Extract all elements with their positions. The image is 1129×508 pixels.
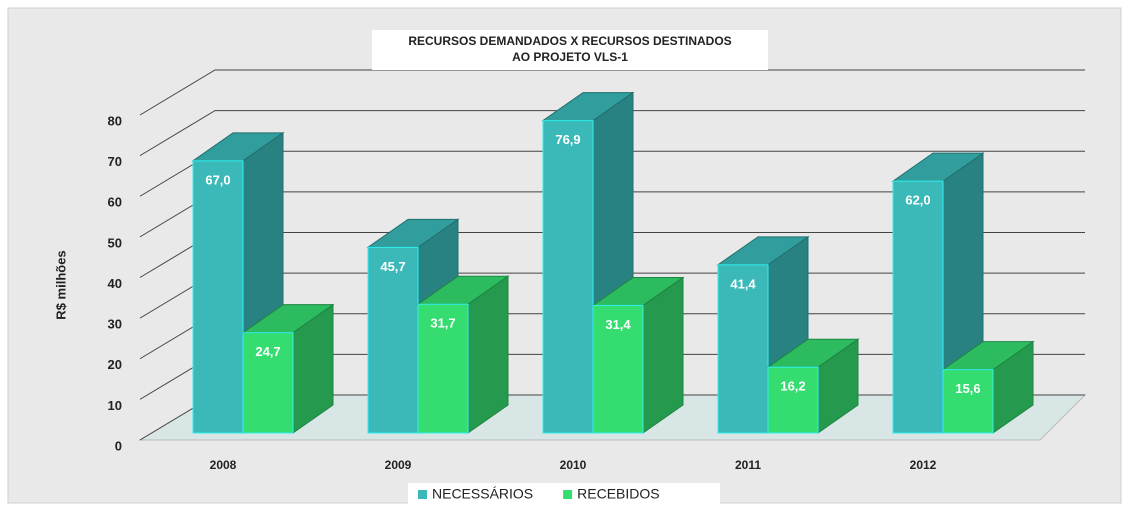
data-label: 16,2 [780,379,805,394]
data-label: 41,4 [730,276,756,291]
data-label: 76,9 [555,132,580,147]
bar-front [892,180,944,434]
bar-front [192,160,244,434]
y-tick-label: 40 [108,276,122,291]
data-label: 15,6 [955,381,980,396]
bar-front [592,304,644,434]
grid-line [139,110,1085,157]
x-tick-label: 2011 [735,458,761,472]
y-axis-label: R$ milhões [53,250,68,319]
chart-title: AO PROJETO VLS-1 [512,50,628,64]
legend-label: NECESSÁRIOS [432,486,533,502]
y-tick-label: 0 [115,438,122,453]
legend: NECESSÁRIOS RECEBIDOS [418,486,660,502]
bar-front [367,246,419,434]
legend-swatch [418,490,427,499]
y-tick-label: 80 [108,113,122,128]
data-label: 62,0 [905,193,930,208]
legend-swatch [563,490,573,499]
bar [241,303,335,434]
data-label: 24,7 [255,344,280,359]
grid-line [139,69,1085,116]
bar [416,275,510,434]
bar-front [542,120,594,434]
chart-title: RECURSOS DEMANDADOS X RECURSOS DESTINADO… [408,34,731,48]
x-tick-label: 2010 [560,458,587,472]
y-tick-label: 20 [108,357,122,372]
title-box [372,30,768,70]
data-label: 31,7 [430,316,455,331]
x-tick-label: 2008 [210,458,237,472]
bar [591,276,685,434]
bars: 2008 67,0 24,7 2009 45,7 31,7 2010 76,9 31,4 2011… [191,91,1035,472]
legend-label: RECEBIDOS [577,486,659,502]
data-label: 67,0 [205,172,230,187]
bar-front [717,264,769,434]
bar [766,338,860,434]
y-tick-label: 70 [108,154,122,169]
bar-front [767,366,819,434]
y-tick-label: 60 [108,195,122,210]
bar-front [242,332,294,434]
bar-front [942,369,994,434]
y-tick-label: 10 [108,398,122,413]
x-tick-label: 2012 [910,458,937,472]
bar-front [417,303,469,434]
y-tick-label: 30 [108,317,122,332]
data-label: 45,7 [380,259,405,274]
y-tick-label: 50 [108,235,122,250]
bar [941,340,1035,434]
data-label: 31,4 [605,317,631,332]
x-tick-label: 2009 [385,458,412,472]
